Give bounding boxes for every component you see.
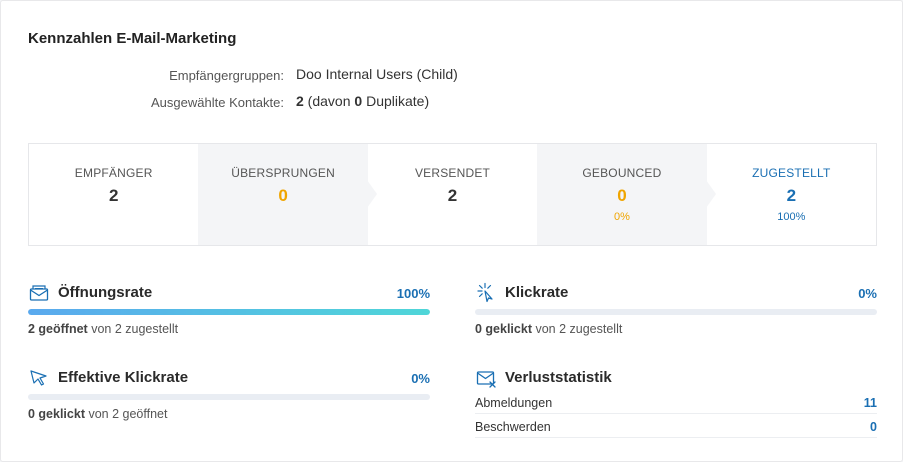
card-title: Kennzahlen E-Mail-Marketing xyxy=(28,30,237,47)
open-rate-bar-fill xyxy=(28,309,430,315)
opened-rest: von 2 zugestellt xyxy=(87,322,179,336)
contacts-end-text: Duplikate) xyxy=(362,93,430,109)
funnel-arrow-icon xyxy=(705,180,716,208)
stat-label: VERSENDET xyxy=(414,166,491,180)
open-rate-subtext: 2 geöffnet von 2 zugestellt xyxy=(28,322,178,336)
effective-clicked-rest: von 2 geöffnet xyxy=(84,407,168,421)
duplicates-count: 0 xyxy=(354,93,363,109)
effective-click-rate-bar xyxy=(28,394,430,400)
effective-click-rate-metric: Effektive Klickrate 0% 0 geklickt von 2 … xyxy=(28,367,430,421)
effective-click-rate-title: Effektive Klickrate xyxy=(58,369,189,386)
envelope-open-icon xyxy=(29,285,49,301)
loss-row-complaints: Beschwerden 0 xyxy=(475,419,877,438)
stat-percent: 100% xyxy=(777,211,806,223)
recipient-groups-row: Empfängergruppen: Doo Internal Users (Ch… xyxy=(1,66,601,86)
recipient-groups-value: Doo Internal Users (Child) xyxy=(296,66,458,82)
stat-delivered: ZUGESTELLT 2 100% xyxy=(707,144,876,245)
stat-percent: 0% xyxy=(613,211,630,223)
loss-statistics-title: Verluststatistik xyxy=(505,369,612,386)
effective-click-rate-subtext: 0 geklickt von 2 geöffnet xyxy=(28,407,167,421)
stat-sent: VERSENDET 2 xyxy=(368,144,537,245)
loss-row-value[interactable]: 11 xyxy=(863,396,877,410)
stat-bounced: GEBOUNCED 0 0% xyxy=(537,144,716,245)
recipient-groups-label: Empfängergruppen: xyxy=(169,68,284,83)
cursor-click-icon xyxy=(477,282,493,303)
stat-value: 0 xyxy=(278,186,288,205)
open-rate-title: Öffnungsrate xyxy=(58,284,153,301)
funnel-stats: EMPFÄNGER 2 ÜBERSPRUNGEN 0 VERSENDET 2 G… xyxy=(28,143,877,246)
open-rate-bar xyxy=(28,309,430,315)
stat-label: ZUGESTELLT xyxy=(752,166,831,180)
loss-row-label: Beschwerden xyxy=(475,420,551,434)
loss-statistics: Verluststatistik Abmeldungen 11 Beschwer… xyxy=(475,367,877,438)
stat-skipped: ÜBERSPRUNGEN 0 xyxy=(198,144,377,245)
contacts-count: 2 xyxy=(296,93,304,109)
stat-label: EMPFÄNGER xyxy=(74,166,153,180)
clicked-rest: von 2 zugestellt xyxy=(531,322,623,336)
funnel-arrow-icon xyxy=(366,180,377,208)
stat-value: 2 xyxy=(786,186,797,205)
loss-row-label: Abmeldungen xyxy=(475,396,553,410)
click-rate-title: Klickrate xyxy=(505,284,569,301)
stat-value: 0 xyxy=(617,186,627,205)
opened-count: 2 geöffnet xyxy=(28,322,88,336)
click-rate-bar xyxy=(475,309,877,315)
stat-label: ÜBERSPRUNGEN xyxy=(231,166,335,180)
click-rate-subtext: 0 geklickt von 2 zugestellt xyxy=(475,322,622,336)
pointer-icon xyxy=(30,370,47,386)
envelope-x-icon xyxy=(476,371,496,388)
contacts-mid-text: (davon xyxy=(303,93,355,109)
click-rate-percent: 0% xyxy=(858,286,877,301)
open-rate-percent: 100% xyxy=(396,286,430,301)
stat-value: 2 xyxy=(447,186,458,205)
loss-row-value[interactable]: 0 xyxy=(870,420,877,434)
stat-value: 2 xyxy=(108,186,119,205)
click-rate-metric: Klickrate 0% 0 geklickt von 2 zugestellt xyxy=(475,282,877,336)
clicked-count: 0 geklickt xyxy=(475,322,532,336)
effective-click-rate-percent: 0% xyxy=(411,371,430,386)
open-rate-metric: Öffnungsrate 100% 2 geöffnet von 2 zuges… xyxy=(28,282,430,336)
effective-clicked-count: 0 geklickt xyxy=(28,407,85,421)
loss-row-unsubscribes: Abmeldungen 11 xyxy=(475,395,877,414)
selected-contacts-label: Ausgewählte Kontakte: xyxy=(151,95,284,110)
stat-recipients: EMPFÄNGER 2 xyxy=(29,144,198,245)
stat-label: GEBOUNCED xyxy=(582,166,662,180)
selected-contacts-row: Ausgewählte Kontakte: 2 (davon 0 Duplika… xyxy=(1,93,601,113)
selected-contacts-value: 2 (davon 0 Duplikate) xyxy=(296,93,429,109)
